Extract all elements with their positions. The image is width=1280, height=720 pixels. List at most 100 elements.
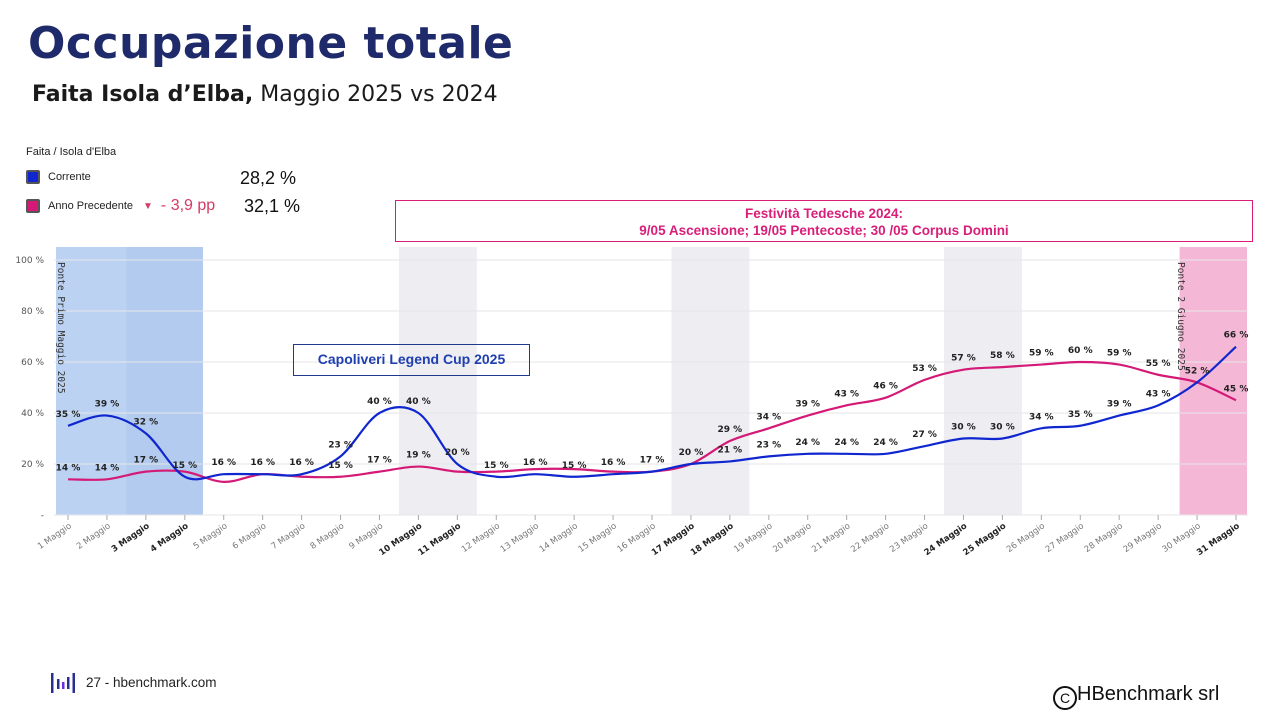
x-tick-label: 31 Maggio: [1195, 521, 1242, 558]
legend-swatch-current: [26, 170, 40, 184]
x-tick-label: 29 Maggio: [1122, 521, 1164, 555]
capoliveri-annotation: Capoliveri Legend Cup 2025: [293, 344, 530, 376]
shaded-period-4: [944, 247, 1022, 515]
y-tick-label: 40 %: [21, 409, 44, 419]
copyright-text: HBenchmark srl: [1077, 683, 1220, 705]
data-label-corrente: 16 %: [523, 458, 548, 468]
legend-swatch-previous: [26, 199, 40, 213]
data-label-corrente: 30 %: [990, 423, 1015, 433]
x-tick-label: 20 Maggio: [771, 521, 813, 555]
festivita-dates: 9/05 Ascensione; 19/05 Pentecoste; 30 /0…: [639, 223, 1009, 238]
ponte-maggio-label: Ponte Primo Maggio 2025: [55, 262, 66, 394]
festivita-title: Festività Tedesche 2024:: [744, 206, 904, 221]
data-label-anno-precedente: 39 %: [795, 400, 820, 410]
legend-item-current[interactable]: Corrente: [26, 167, 91, 187]
data-label-corrente: 24 %: [873, 438, 898, 448]
data-label-anno-precedente: 60 %: [1068, 346, 1093, 356]
data-label-corrente: 43 %: [1146, 389, 1171, 399]
data-label-corrente: 15 %: [562, 461, 587, 471]
y-tick-label: 80 %: [21, 307, 44, 317]
data-label-anno-precedente: 45 %: [1224, 384, 1249, 394]
data-label-corrente: 40 %: [406, 397, 431, 407]
data-label-corrente: 24 %: [834, 438, 859, 448]
page-subtitle: Faita Isola d’Elba, Maggio 2025 vs 2024: [32, 82, 498, 107]
legend-label-previous: Anno Precedente: [48, 200, 134, 212]
data-label-anno-precedente: 14 %: [56, 463, 81, 473]
data-label-corrente: 21 %: [718, 445, 743, 455]
legend-value-current: 28,2 %: [240, 168, 297, 188]
data-label-anno-precedente: 34 %: [756, 412, 781, 422]
subtitle-period: Maggio 2025 vs 2024: [253, 82, 498, 107]
data-label-anno-precedente: 59 %: [1029, 349, 1054, 359]
hbenchmark-logo-icon: [51, 673, 75, 693]
data-label-anno-precedente: 15 %: [328, 461, 353, 471]
data-label-corrente: 40 %: [367, 397, 392, 407]
legend-item-previous[interactable]: Anno Precedente ▼ - 3,9 pp: [26, 196, 215, 216]
x-tick-label: 18 Maggio: [689, 521, 736, 558]
data-label-anno-precedente: 19 %: [406, 451, 431, 461]
data-label-corrente: 16 %: [250, 458, 275, 468]
page-title: Occupazione totale: [28, 18, 514, 69]
data-label-corrente: 34 %: [1029, 412, 1054, 422]
data-label-corrente: 39 %: [95, 400, 120, 410]
shaded-period-2: [398, 247, 477, 515]
x-tick-label: 25 Maggio: [962, 521, 1009, 558]
legend-delta: - 3,9 pp: [160, 197, 216, 214]
data-label-corrente: 30 %: [951, 423, 976, 433]
x-tick-label: 27 Maggio: [1044, 521, 1086, 555]
data-label-anno-precedente: 17 %: [367, 456, 392, 466]
shaded-period-3: [671, 247, 750, 515]
x-tick-label: 26 Maggio: [1005, 521, 1047, 555]
data-label-corrente: 20 %: [445, 448, 470, 458]
data-label-anno-precedente: 55 %: [1146, 359, 1171, 369]
ponte-giugno-label: Ponte 2 Giugno 2025: [1175, 262, 1186, 371]
data-label-corrente: 32 %: [134, 417, 159, 427]
data-label-corrente: 20 %: [679, 448, 704, 458]
data-label-corrente: 39 %: [1107, 400, 1132, 410]
data-label-corrente: 27 %: [912, 430, 937, 440]
data-label-corrente: 52 %: [1185, 366, 1210, 376]
data-label-corrente: 15 %: [484, 461, 509, 471]
x-tick-label: 9 Maggio: [347, 521, 385, 552]
footer-page-text[interactable]: 27 - hbenchmark.com: [86, 675, 217, 690]
x-tick-label: 19 Maggio: [732, 521, 774, 555]
x-tick-label: 2 Maggio: [75, 521, 113, 552]
subtitle-property: Faita Isola d’Elba,: [32, 82, 254, 107]
x-tick-label: 22 Maggio: [849, 521, 891, 555]
x-tick-label: 11 Maggio: [416, 521, 463, 558]
x-tick-label: 12 Maggio: [460, 521, 502, 555]
data-label-corrente: 24 %: [795, 438, 820, 448]
down-arrow-icon: ▼: [143, 200, 153, 212]
data-label-anno-precedente: 57 %: [951, 354, 976, 364]
y-tick-label: -: [41, 511, 44, 521]
data-label-anno-precedente: 29 %: [718, 425, 743, 435]
data-label-anno-precedente: 53 %: [912, 364, 937, 374]
data-label-corrente: 15 %: [172, 461, 197, 471]
legend-value-previous: 32,1 %: [244, 196, 301, 216]
x-tick-label: 13 Maggio: [499, 521, 541, 555]
x-tick-label: 6 Maggio: [231, 521, 269, 552]
data-label-corrente: 17 %: [640, 456, 665, 466]
copyright-notice: C HBenchmark srl: [1053, 683, 1219, 710]
data-label-corrente: 16 %: [289, 458, 314, 468]
legend-label-current: Corrente: [48, 171, 91, 183]
x-tick-label: 14 Maggio: [538, 521, 580, 555]
data-label-anno-precedente: 17 %: [134, 456, 159, 466]
y-tick-label: 100 %: [15, 256, 44, 266]
series-line-corrente: [67, 345, 1237, 481]
x-tick-label: 3 Maggio: [110, 521, 152, 555]
y-tick-label: 60 %: [21, 358, 44, 368]
data-label-corrente: 23 %: [756, 440, 781, 450]
copyright-icon: C: [1053, 686, 1077, 710]
data-label-corrente: 16 %: [601, 458, 626, 468]
data-label-anno-precedente: 59 %: [1107, 349, 1132, 359]
data-label-corrente: 66 %: [1224, 331, 1249, 341]
data-label-corrente: 35 %: [1068, 410, 1093, 420]
data-label-corrente: 23 %: [328, 440, 353, 450]
x-tick-label: 7 Maggio: [270, 521, 308, 552]
festivita-annotation: Festività Tedesche 2024: 9/05 Ascensione…: [395, 200, 1253, 242]
x-tick-label: 5 Maggio: [192, 521, 230, 552]
data-label-anno-precedente: 58 %: [990, 351, 1015, 361]
data-label-corrente: 16 %: [211, 458, 236, 468]
x-tick-label: 21 Maggio: [810, 521, 852, 555]
